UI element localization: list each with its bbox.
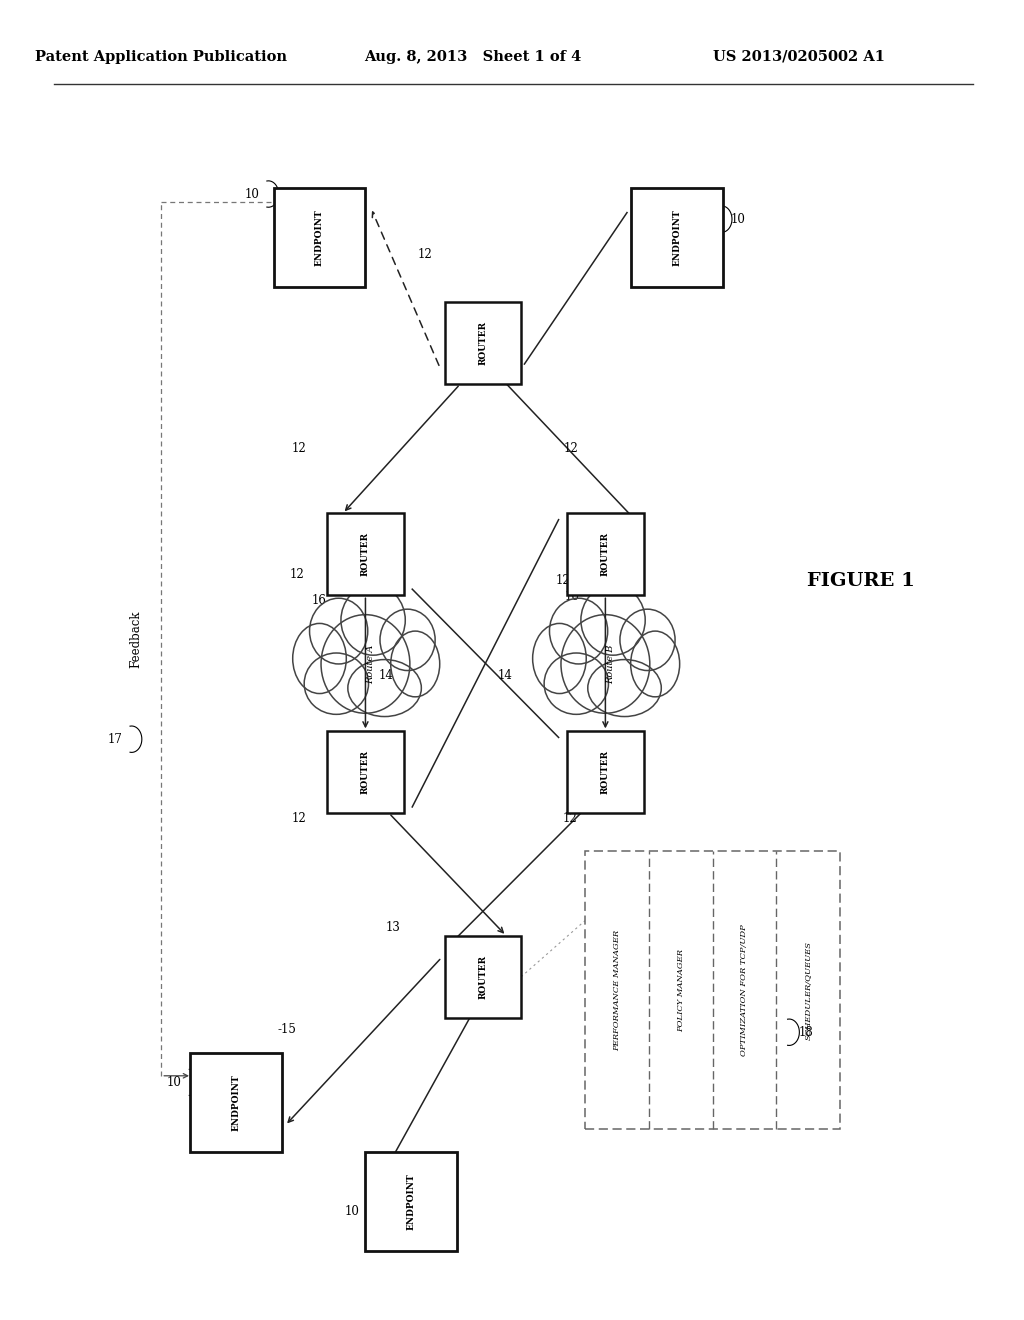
Ellipse shape [391, 631, 439, 697]
Text: 12: 12 [292, 442, 306, 455]
Text: ENDPOINT: ENDPOINT [315, 210, 324, 265]
Ellipse shape [550, 598, 607, 664]
Text: 12: 12 [555, 574, 570, 587]
Text: 12: 12 [290, 568, 304, 581]
Ellipse shape [588, 660, 662, 717]
Text: 16: 16 [564, 590, 580, 603]
Text: 10: 10 [345, 1205, 359, 1218]
Text: ROUTER: ROUTER [601, 532, 610, 577]
Text: POLICY MANAGER: POLICY MANAGER [677, 949, 685, 1031]
Bar [631, 189, 723, 288]
Ellipse shape [380, 609, 435, 671]
Text: 14: 14 [498, 669, 513, 682]
Bar [444, 936, 521, 1018]
Ellipse shape [309, 598, 368, 664]
Bar [273, 189, 366, 288]
Bar [327, 731, 403, 813]
Bar [567, 513, 644, 595]
Text: Route A: Route A [366, 644, 375, 684]
Text: ROUTER: ROUTER [478, 954, 487, 999]
Text: SCHEDULER/QUEUES: SCHEDULER/QUEUES [804, 940, 812, 1040]
Text: ENDPOINT: ENDPOINT [231, 1074, 241, 1130]
Text: 13: 13 [386, 921, 400, 935]
Text: ROUTER: ROUTER [360, 532, 370, 577]
Text: 10: 10 [167, 1076, 182, 1089]
Text: Aug. 8, 2013   Sheet 1 of 4: Aug. 8, 2013 Sheet 1 of 4 [364, 50, 582, 63]
Ellipse shape [620, 609, 675, 671]
Ellipse shape [561, 615, 650, 713]
Text: ROUTER: ROUTER [601, 750, 610, 795]
Text: PERFORMANCE MANAGER: PERFORMANCE MANAGER [613, 929, 621, 1051]
Text: ENDPOINT: ENDPOINT [673, 210, 681, 265]
Text: OPTIMIZATION FOR TCP/UDP: OPTIMIZATION FOR TCP/UDP [740, 924, 749, 1056]
Ellipse shape [322, 615, 410, 713]
Bar [585, 851, 841, 1129]
Text: 12: 12 [562, 812, 578, 825]
Bar [444, 302, 521, 384]
Bar [189, 1053, 282, 1151]
Ellipse shape [532, 623, 587, 693]
Text: 12: 12 [418, 248, 432, 261]
Ellipse shape [293, 623, 346, 693]
Text: 14: 14 [379, 669, 393, 682]
Ellipse shape [631, 631, 680, 697]
Text: US 2013/0205002 A1: US 2013/0205002 A1 [714, 50, 886, 63]
Text: Feedback: Feedback [129, 610, 142, 668]
Text: FIGURE 1: FIGURE 1 [807, 572, 914, 590]
Bar [366, 1151, 458, 1251]
Text: Patent Application Publication: Patent Application Publication [35, 50, 288, 63]
Text: Route B: Route B [606, 644, 615, 684]
Ellipse shape [341, 585, 406, 655]
Ellipse shape [304, 653, 369, 714]
Ellipse shape [348, 660, 421, 717]
Text: 17: 17 [108, 733, 123, 746]
Text: ROUTER: ROUTER [478, 321, 487, 366]
Bar [327, 513, 403, 595]
Text: 12: 12 [292, 812, 306, 825]
Text: ROUTER: ROUTER [360, 750, 370, 795]
Ellipse shape [544, 653, 608, 714]
Text: ENDPOINT: ENDPOINT [407, 1173, 416, 1229]
Text: 10: 10 [731, 213, 745, 226]
Text: 12: 12 [563, 442, 578, 455]
Ellipse shape [581, 585, 645, 655]
Text: 16: 16 [312, 594, 327, 607]
Bar [567, 731, 644, 813]
Text: 18: 18 [798, 1026, 813, 1039]
Text: 10: 10 [245, 187, 259, 201]
Text: -15: -15 [278, 1023, 296, 1036]
